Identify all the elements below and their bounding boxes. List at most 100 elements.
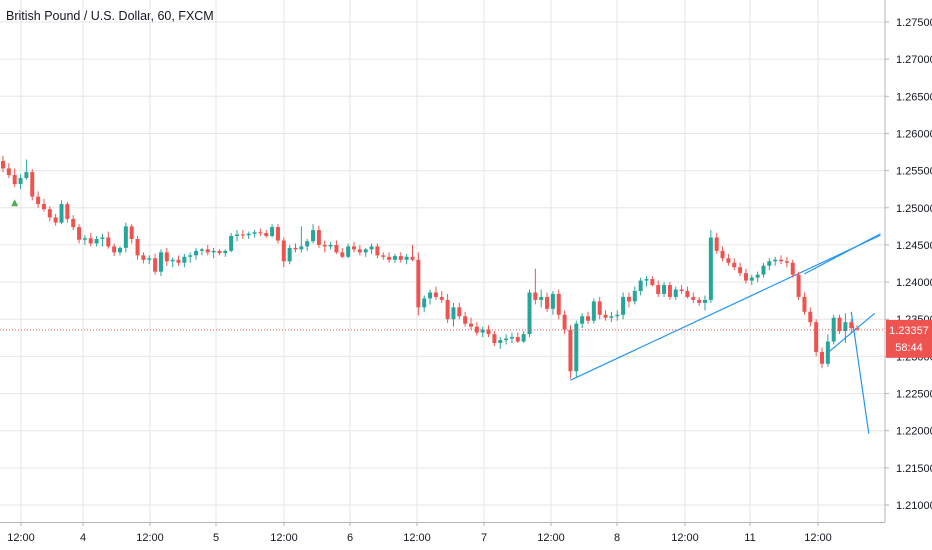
candle-body [398, 256, 403, 260]
candle-body [469, 323, 473, 327]
candle-body [82, 238, 87, 240]
time-tick-label: 8 [614, 532, 620, 544]
candle-body [112, 246, 117, 253]
time-tick-label: 5 [213, 532, 219, 544]
time-tick-label: 6 [347, 532, 353, 544]
candle-body [94, 238, 99, 244]
candle-body [59, 204, 64, 223]
candle-body [381, 255, 386, 257]
candle-body [714, 237, 719, 251]
candle-body [164, 252, 169, 262]
candle-body [855, 328, 860, 330]
candle-body [831, 317, 836, 342]
candle-body [340, 252, 345, 257]
candle-body [708, 237, 713, 300]
time-tick-label: 12:00 [804, 532, 832, 544]
candle-body [235, 234, 239, 237]
candle-body [480, 329, 485, 333]
candle-body [615, 314, 620, 317]
candle-body [667, 285, 672, 297]
trendline [827, 312, 876, 354]
candle-body [141, 255, 146, 260]
candle-body [12, 175, 17, 184]
candle-body [790, 262, 795, 275]
candle-body [176, 259, 181, 263]
candle-body [556, 293, 561, 315]
candle-body [837, 317, 842, 332]
candle-body [814, 322, 819, 352]
candle-body [451, 307, 456, 320]
candle-body [773, 259, 778, 262]
price-tick-label: 1.26500 [896, 91, 932, 103]
candle-body [194, 250, 199, 256]
candle-body [580, 316, 585, 324]
candle-body [170, 259, 175, 262]
price-axis[interactable]: 1.27500 1.27000 1.26500 1.26000 1.25500 1.250… [885, 17, 932, 512]
candle-body [521, 334, 526, 342]
candle-body [41, 204, 46, 210]
candle-body [802, 296, 807, 312]
trendlines[interactable] [570, 233, 881, 434]
time-tick-label: 12:00 [537, 532, 565, 544]
candle-body [264, 233, 269, 237]
candle-body [1, 160, 5, 169]
time-tick-label: 12:00 [403, 532, 431, 544]
candle-body [732, 262, 737, 268]
time-axis[interactable]: 12:00 4 12:00 5 12:00 6 12:00 7 12:00 8 12:00 11 12:… [7, 522, 832, 544]
candle-body [492, 334, 497, 344]
price-tick-label: 1.24000 [896, 277, 932, 289]
candle-body [632, 290, 637, 302]
candle-body [158, 252, 163, 272]
candle-body [562, 314, 567, 330]
time-tick-label: 11 [744, 532, 755, 544]
candle-body [685, 290, 690, 297]
candle-body [673, 289, 678, 297]
candle-body [422, 298, 427, 308]
candle-body [697, 299, 702, 303]
price-tick-label: 1.27000 [896, 54, 932, 66]
candle-body [299, 246, 304, 250]
candle-body [153, 258, 158, 272]
candle-body [825, 341, 830, 364]
last-price-badge: 1.23357 58:44 [886, 319, 932, 358]
candle-body [703, 299, 707, 303]
candle-body [135, 238, 140, 256]
candle-body [106, 237, 111, 247]
candle-body [662, 285, 667, 294]
bar-countdown-label: 58:44 [895, 342, 923, 354]
price-tick-label: 1.26000 [896, 128, 932, 140]
candle-body [743, 273, 748, 281]
trendline [804, 233, 881, 275]
price-tick-label: 1.21000 [896, 500, 932, 512]
trendline [850, 311, 870, 434]
price-tick-label: 1.21500 [896, 463, 932, 475]
overlay-layer [0, 199, 885, 331]
candle-body [428, 292, 433, 299]
candle-body [410, 256, 415, 260]
candle-body [568, 329, 573, 372]
candle-body [404, 256, 409, 260]
candle-body [609, 316, 614, 318]
candle-body [53, 217, 58, 223]
candle-body [217, 250, 222, 254]
candle-body [387, 256, 392, 260]
candle-body [515, 337, 520, 342]
candle-body [287, 247, 292, 262]
candle-body [100, 237, 105, 239]
candle-body [199, 249, 204, 251]
candle-body [392, 256, 397, 260]
candle-body [527, 292, 532, 335]
candle-body [352, 246, 356, 250]
candle-body [416, 259, 421, 308]
candle-body [316, 230, 321, 245]
candle-body [252, 232, 257, 234]
candle-body [691, 296, 696, 300]
candle-body [796, 274, 801, 297]
candle-body [638, 280, 643, 291]
candle-body [311, 230, 316, 242]
time-tick-label: 7 [481, 532, 487, 544]
candle-body [679, 289, 684, 291]
candle-body [281, 240, 286, 262]
price-tick-label: 1.24500 [896, 240, 932, 252]
